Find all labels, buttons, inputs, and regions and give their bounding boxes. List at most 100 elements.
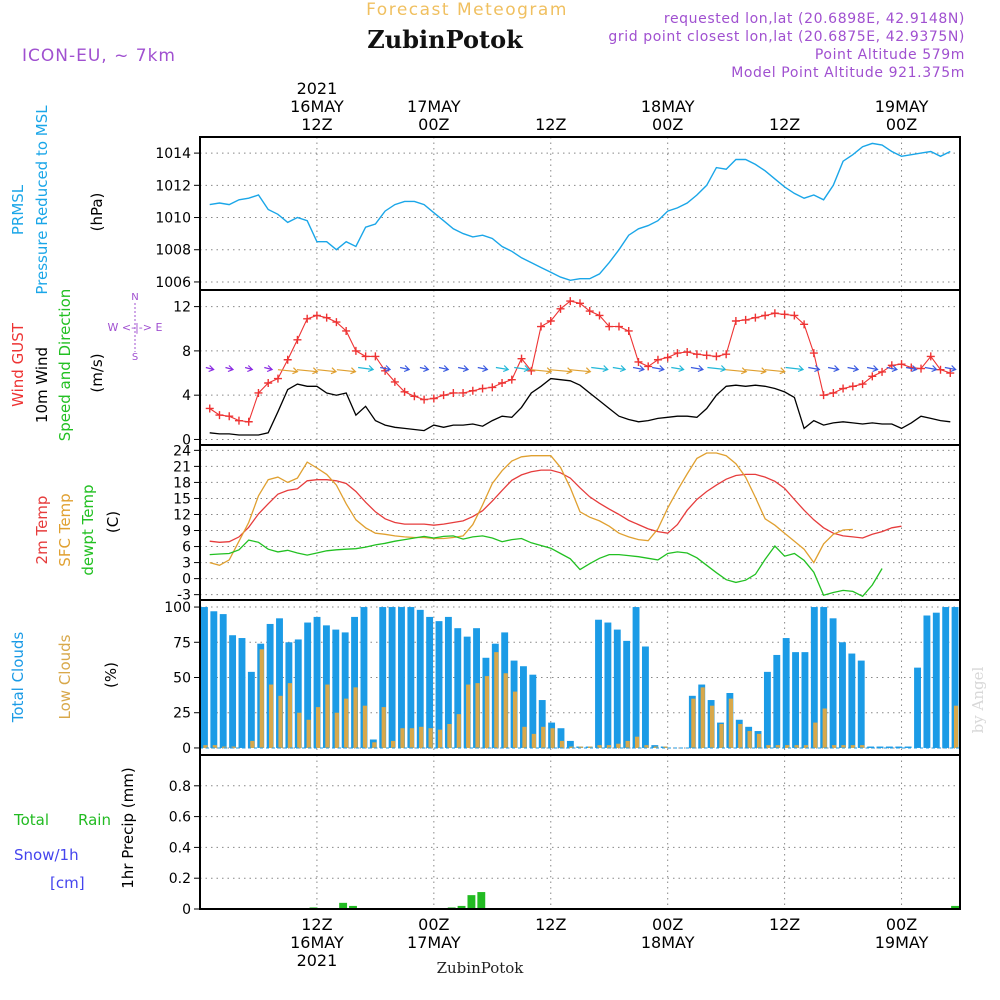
wind-label: 10m Wind <box>33 347 51 423</box>
wind-direction-arrow <box>549 367 573 375</box>
low-cloud-bar <box>381 707 386 748</box>
y-tick-label: 50 <box>173 671 191 687</box>
bottom-tick-label: 12Z <box>301 915 332 934</box>
y-tick-label: 24 <box>173 443 191 459</box>
low-cloud-bar <box>653 746 658 748</box>
total-cloud-bar <box>566 740 574 748</box>
low-cloud-bar <box>625 740 630 748</box>
total-cloud-bar <box>360 607 368 748</box>
low-cloud-bar <box>484 676 490 748</box>
y-tick-label: 4 <box>182 388 191 404</box>
panel-1: 1006 1008 1010 1012 1014 <box>155 137 960 291</box>
wind-direction-arrow <box>296 367 319 375</box>
wind-direction-arrow <box>205 365 215 373</box>
low-cloud-bar <box>203 745 208 748</box>
y-tick-label: 1008 <box>155 243 191 259</box>
top-tick-label: 16MAY <box>290 97 344 116</box>
rain-bar <box>467 895 476 909</box>
y-tick-label: 1014 <box>155 146 191 162</box>
low-cloud-bar <box>775 745 780 748</box>
gust-marker <box>283 355 292 364</box>
wind-direction-arrow <box>419 365 430 373</box>
top-tick-label: 19MAY <box>875 97 929 116</box>
total-cloud-bar <box>304 622 312 748</box>
low-cloud-bar <box>756 733 762 748</box>
compass-s: S <box>132 352 138 363</box>
y-tick-label: 0.6 <box>169 810 191 826</box>
low-cloud-bar <box>512 691 518 748</box>
total-cloud-bar <box>604 622 612 748</box>
gust-marker <box>741 315 750 324</box>
temp2m-line <box>209 469 902 543</box>
y-tick-label: 12 <box>173 300 191 316</box>
gust-marker <box>429 394 438 403</box>
low-cloud-bar <box>325 684 330 748</box>
gust-marker <box>205 404 214 413</box>
y-tick-label: 0.4 <box>169 840 191 856</box>
total-cloud-bar <box>932 612 940 748</box>
bottom-tick-label: 00Z <box>652 915 683 934</box>
wind-direction-arrow <box>380 365 392 373</box>
top-tick-label: 00Z <box>886 115 917 134</box>
y-tick-label: 1012 <box>155 178 191 194</box>
bottom-tick-label: 00Z <box>418 915 449 934</box>
wind-direction-arrow <box>438 365 450 373</box>
gust-marker <box>819 391 828 400</box>
total-cloud-bar <box>904 746 912 748</box>
y-tick-label: 3 <box>182 556 191 572</box>
gust-marker <box>683 348 692 356</box>
wind-unit-label: (m/s) <box>88 353 106 392</box>
top-tick-label: 12Z <box>769 115 800 134</box>
total-cloud-bar <box>201 607 208 748</box>
wind-direction-arrow <box>569 367 592 375</box>
total-clouds-label: Total Clouds <box>9 632 27 724</box>
precip-unit-label: 1hr Precip (mm) <box>119 767 137 888</box>
low-cloud-bar <box>559 740 565 748</box>
gust-marker <box>926 352 935 361</box>
y-tick-label: 9 <box>182 524 191 540</box>
total-cloud-bar <box>426 616 434 748</box>
wind-direction-arrow <box>905 365 918 373</box>
model-label: ICON-EU, ~ 7km <box>22 46 176 66</box>
gust-marker <box>731 317 740 325</box>
total-cloud-bar <box>529 674 537 748</box>
gust-marker <box>459 388 468 397</box>
y-tick-label: 1010 <box>155 211 191 227</box>
bottom-tick-label: 00Z <box>886 915 917 934</box>
y-tick-label: 75 <box>173 635 191 651</box>
low-cloud-bar <box>372 742 377 748</box>
y-tick-label: 0 <box>182 741 191 757</box>
gust-marker <box>303 314 312 323</box>
rain-bar <box>457 905 466 909</box>
model-point-altitude: Model Point Altitude 921.375m <box>731 65 965 81</box>
wind-direction-arrow <box>495 365 510 373</box>
low-cloud-bar <box>287 683 293 748</box>
total-cloud-bar <box>595 619 602 748</box>
low-cloud-bar <box>588 746 593 748</box>
gust-marker <box>634 357 643 366</box>
wind-direction-arrow <box>530 367 553 375</box>
gust-marker <box>537 322 546 331</box>
wind-direction-arrow <box>866 365 879 373</box>
total-cloud-bar <box>895 746 903 748</box>
wind-dir-label: Speed and Direction <box>56 289 74 442</box>
gust-marker <box>702 351 711 360</box>
low-cloud-bar <box>447 724 452 748</box>
low-cloud-bar <box>419 726 424 748</box>
gust-marker <box>498 379 507 387</box>
footer-location: ZubinPotok <box>437 959 525 977</box>
low-cloud-bar <box>822 708 827 748</box>
low-cloud-bar <box>578 746 583 748</box>
gust-marker <box>215 411 224 420</box>
gust-marker <box>527 366 536 375</box>
bottom-tick-label: 17MAY <box>407 933 461 952</box>
top-tick-label: 00Z <box>418 115 449 134</box>
gust-marker <box>848 382 857 391</box>
total-cloud-bar <box>294 639 302 748</box>
total-cloud-bar <box>839 642 846 748</box>
wind-direction-arrow <box>886 365 898 373</box>
low-cloud-bar <box>597 745 602 748</box>
